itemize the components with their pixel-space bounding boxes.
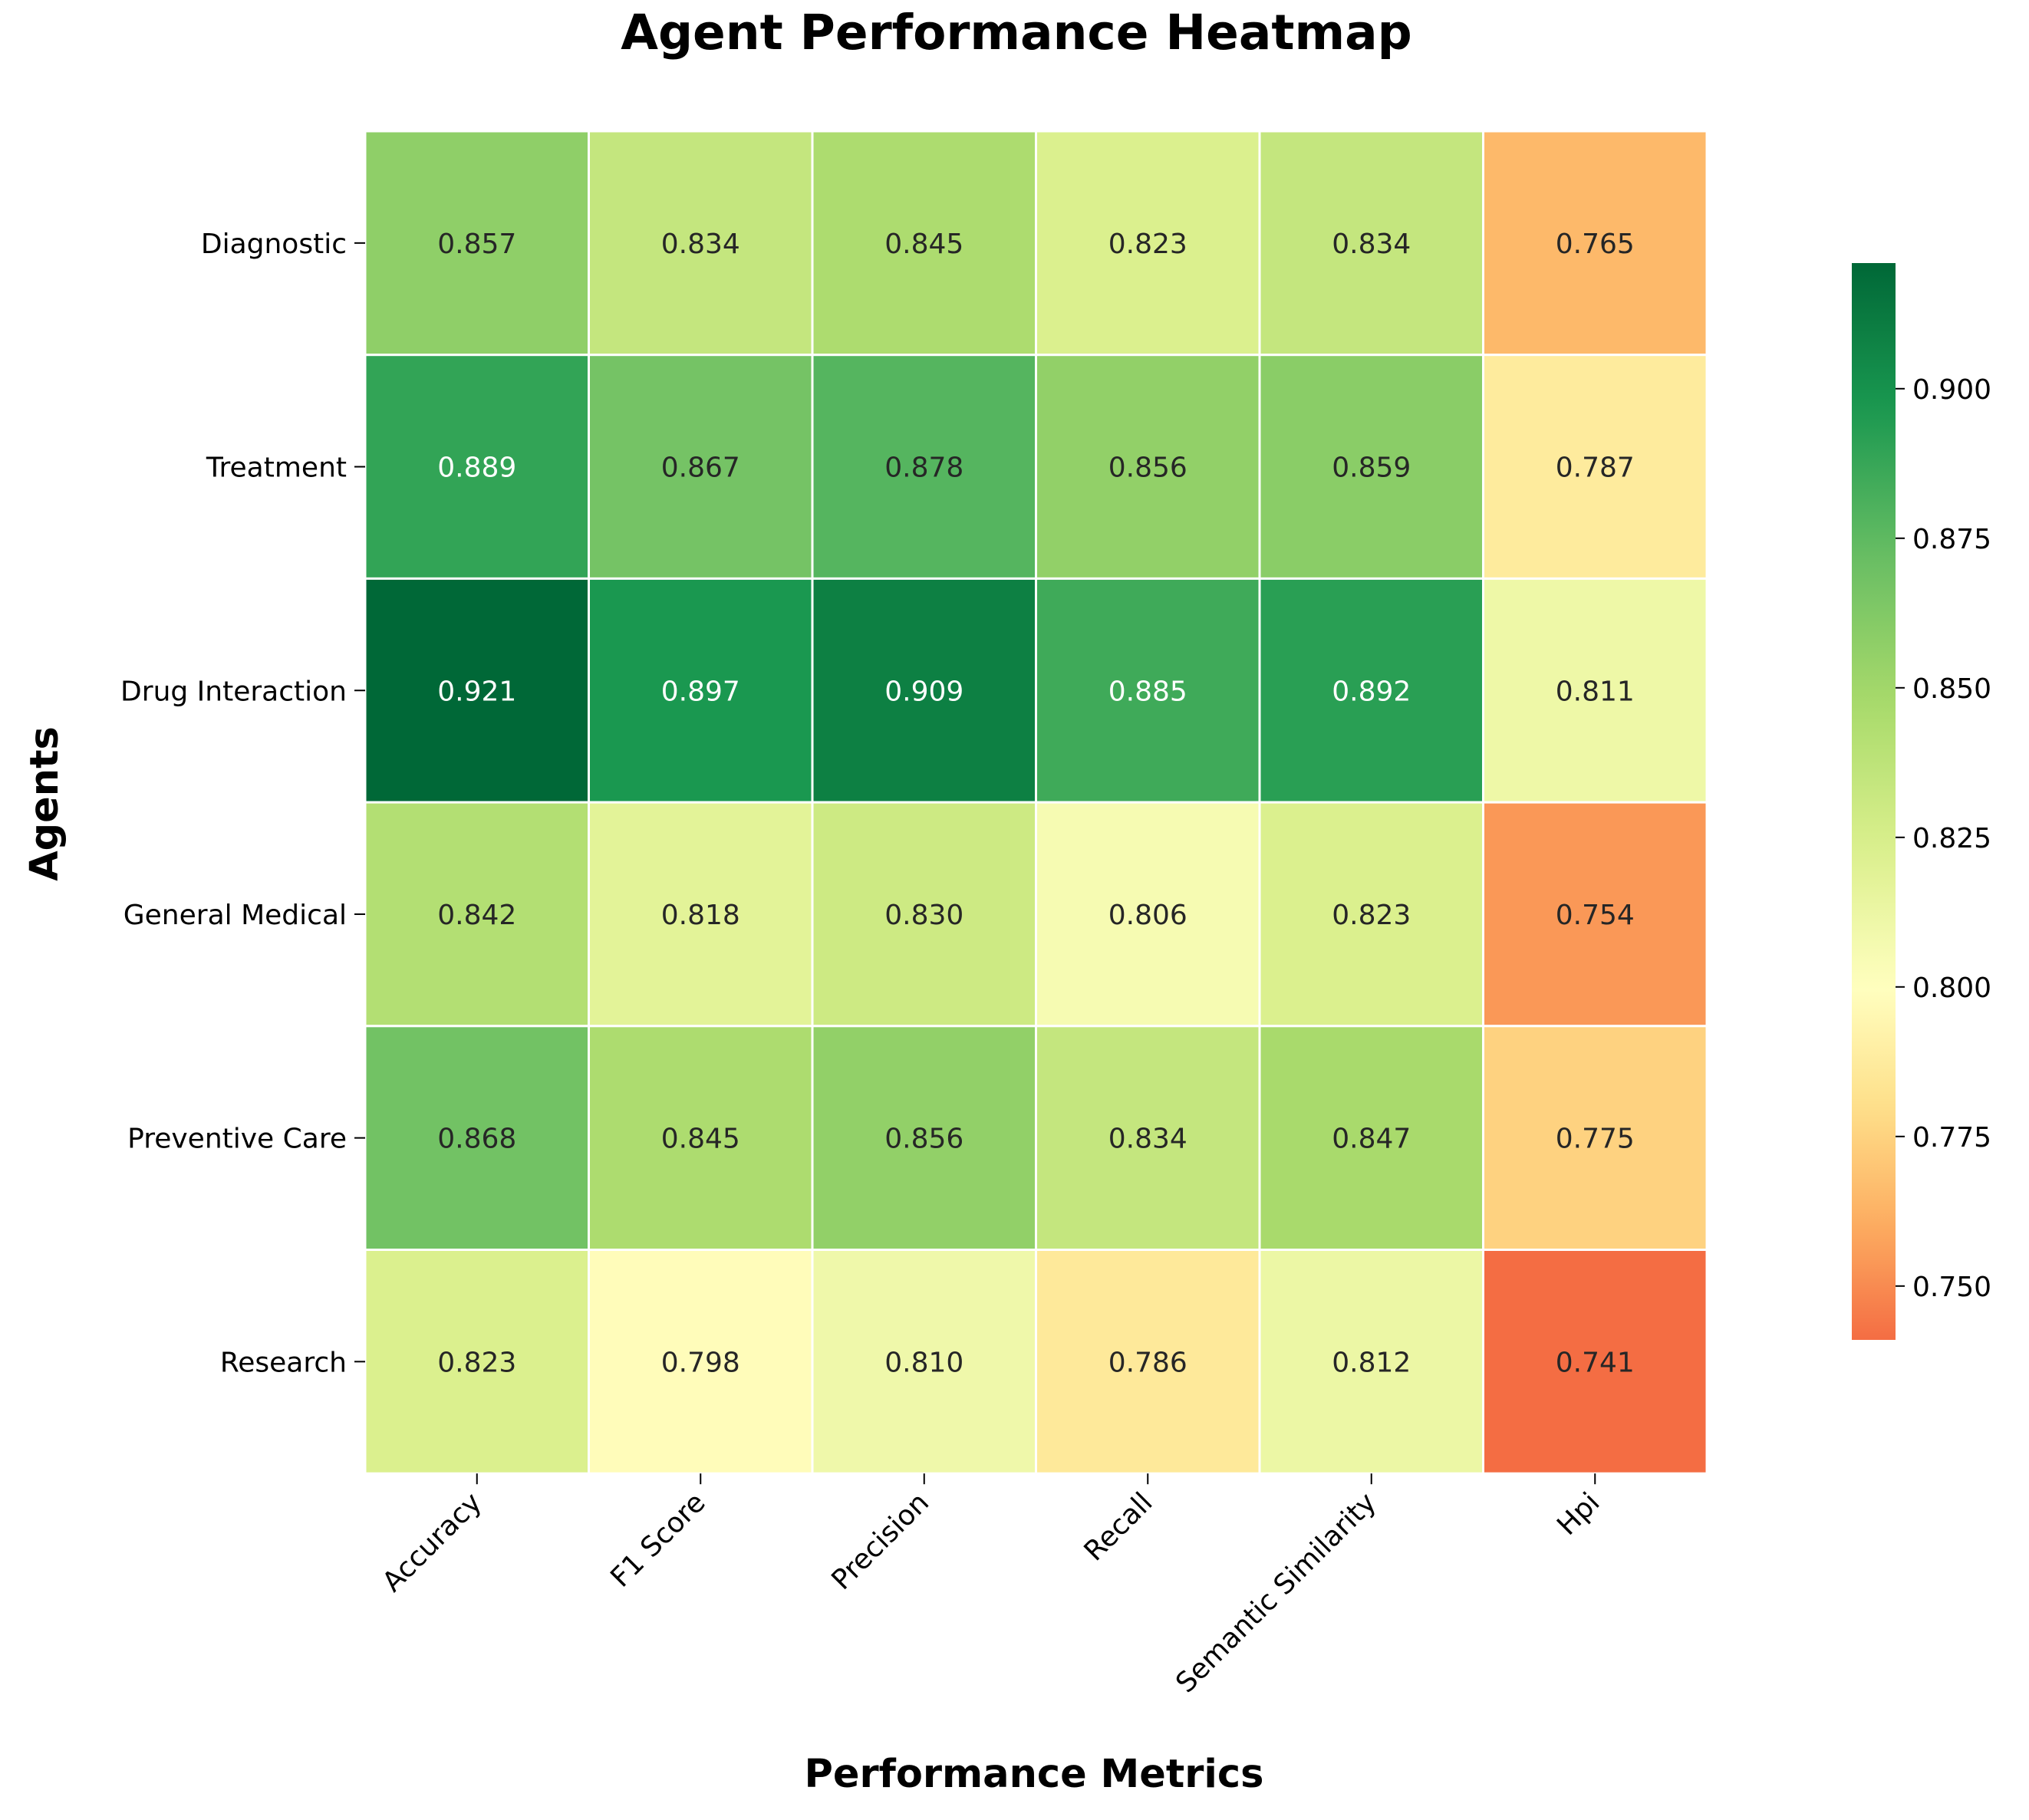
heatmap-cell bbox=[588, 354, 814, 580]
cell-value-label: 0.885 bbox=[1108, 676, 1187, 707]
heatmap-cell bbox=[1035, 1025, 1261, 1252]
y-tick-label: Research bbox=[220, 1347, 347, 1378]
heatmap-cell bbox=[588, 130, 814, 357]
y-tick-label: Drug Interaction bbox=[120, 676, 347, 707]
cell-value-label: 0.830 bbox=[884, 900, 963, 931]
heatmap-cell bbox=[1258, 1025, 1484, 1252]
cell-value-label: 0.823 bbox=[1332, 900, 1411, 931]
cell-value-label: 0.834 bbox=[661, 229, 740, 260]
colorbar: 0.750 0.775 0.800 0.825 0.850 0.875 0.900 bbox=[1852, 263, 1991, 1340]
heatmap-cell bbox=[1482, 1249, 1708, 1475]
cell-value-label: 0.845 bbox=[884, 229, 963, 260]
cell-value-label: 0.823 bbox=[1108, 229, 1187, 260]
y-tick-label: Treatment bbox=[206, 453, 347, 484]
heatmap-cell bbox=[364, 801, 590, 1028]
heatmap-cell bbox=[1258, 130, 1484, 357]
heatmap-cell bbox=[364, 1249, 590, 1475]
y-tick-label: General Medical bbox=[124, 900, 347, 931]
heatmap-cell bbox=[1258, 577, 1484, 804]
heatmap-cell bbox=[1482, 801, 1708, 1028]
colorbar-tick-label: 0.825 bbox=[1912, 823, 1991, 854]
cell-value-label: 0.859 bbox=[1332, 453, 1411, 484]
cell-value-label: 0.867 bbox=[661, 453, 740, 484]
heatmap-cell bbox=[1258, 801, 1484, 1028]
cell-value-label: 0.786 bbox=[1108, 1347, 1187, 1378]
heatmap-cell bbox=[364, 1025, 590, 1252]
heatmap-cell bbox=[1482, 354, 1708, 580]
cell-value-label: 0.834 bbox=[1108, 1124, 1187, 1155]
cell-value-label: 0.868 bbox=[437, 1124, 516, 1155]
x-tick-label: Recall bbox=[1079, 1487, 1159, 1568]
heatmap-cell bbox=[364, 577, 590, 804]
colorbar-tick-label: 0.875 bbox=[1912, 524, 1991, 555]
heatmap-cell bbox=[1035, 801, 1261, 1028]
cell-value-labels: 0.857 0.834 0.845 0.823 0.834 0.765 0.889 0.867… bbox=[437, 229, 1635, 1378]
y-axis-label: Agents bbox=[22, 726, 68, 881]
x-tick-label: Hpi bbox=[1551, 1487, 1606, 1542]
x-tick-label: Precision bbox=[826, 1487, 936, 1597]
cell-value-label: 0.856 bbox=[1108, 453, 1187, 484]
cell-value-label: 0.754 bbox=[1556, 900, 1635, 931]
x-axis-ticks: Accuracy F1 Score Precision Recall Semantic … bbox=[377, 1473, 1606, 1699]
cell-value-label: 0.909 bbox=[884, 676, 963, 707]
heatmap-cell bbox=[1035, 577, 1261, 804]
cell-value-label: 0.787 bbox=[1556, 453, 1635, 484]
y-tick-label: Diagnostic bbox=[201, 229, 347, 260]
cell-value-label: 0.811 bbox=[1556, 676, 1635, 707]
cell-value-label: 0.897 bbox=[661, 676, 740, 707]
heatmap-cell bbox=[1258, 1249, 1484, 1475]
heatmap-cell bbox=[811, 577, 1037, 804]
cell-value-label: 0.812 bbox=[1332, 1347, 1411, 1378]
cell-value-label: 0.842 bbox=[437, 900, 516, 931]
cell-value-label: 0.798 bbox=[661, 1347, 740, 1378]
cell-value-label: 0.823 bbox=[437, 1347, 516, 1378]
cell-value-label: 0.857 bbox=[437, 229, 516, 260]
chart-title: Agent Performance Heatmap bbox=[621, 5, 1412, 61]
colorbar-tick-label: 0.800 bbox=[1912, 973, 1991, 1004]
heatmap-cell bbox=[1482, 1025, 1708, 1252]
heatmap-cell bbox=[588, 577, 814, 804]
cell-value-label: 0.847 bbox=[1332, 1124, 1411, 1155]
heatmap-cells bbox=[364, 130, 1708, 1475]
cell-value-label: 0.921 bbox=[437, 676, 516, 707]
heatmap-cell bbox=[1035, 354, 1261, 580]
cell-value-label: 0.878 bbox=[884, 453, 963, 484]
colorbar-tick-label: 0.900 bbox=[1912, 374, 1991, 406]
cell-value-label: 0.765 bbox=[1556, 229, 1635, 260]
cell-value-label: 0.892 bbox=[1332, 676, 1411, 707]
colorbar-tick-label: 0.850 bbox=[1912, 673, 1991, 705]
cell-value-label: 0.856 bbox=[884, 1124, 963, 1155]
cell-value-label: 0.818 bbox=[661, 900, 740, 931]
cell-value-label: 0.889 bbox=[437, 453, 516, 484]
heatmap-cell bbox=[1482, 130, 1708, 357]
cell-value-label: 0.775 bbox=[1556, 1124, 1635, 1155]
y-axis-ticks: Diagnostic Treatment Drug Interaction Gener… bbox=[120, 229, 365, 1378]
cell-value-label: 0.810 bbox=[884, 1347, 963, 1378]
heatmap-cell bbox=[811, 130, 1037, 357]
heatmap-cell bbox=[1035, 130, 1261, 357]
colorbar-tick-label: 0.750 bbox=[1912, 1272, 1991, 1303]
heatmap-cell bbox=[811, 1025, 1037, 1252]
cell-value-label: 0.834 bbox=[1332, 229, 1411, 260]
colorbar-gradient bbox=[1852, 263, 1896, 1340]
x-tick-label: F1 Score bbox=[604, 1487, 711, 1594]
cell-value-label: 0.741 bbox=[1556, 1347, 1635, 1378]
heatmap-cell bbox=[588, 801, 814, 1028]
x-axis-label: Performance Metrics bbox=[805, 1752, 1264, 1797]
cell-value-label: 0.845 bbox=[661, 1124, 740, 1155]
y-tick-label: Preventive Care bbox=[127, 1124, 347, 1155]
x-tick-label: Semantic Similarity bbox=[1170, 1487, 1382, 1700]
heatmap-cell bbox=[811, 801, 1037, 1028]
heatmap-cell bbox=[364, 130, 590, 357]
heatmap-cell bbox=[1482, 577, 1708, 804]
x-tick-label: Accuracy bbox=[377, 1487, 488, 1598]
cell-value-label: 0.806 bbox=[1108, 900, 1187, 931]
colorbar-tick-label: 0.775 bbox=[1912, 1122, 1991, 1154]
